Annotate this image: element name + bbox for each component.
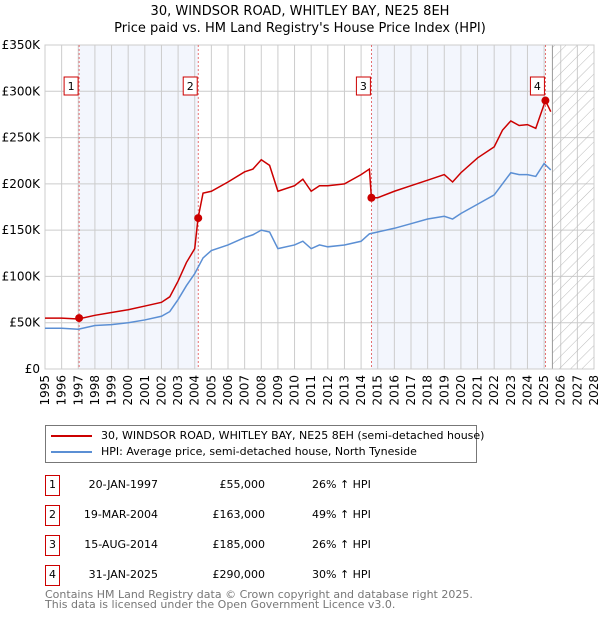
legend: 30, WINDSOR ROAD, WHITLEY BAY, NE25 8EH … [45, 425, 484, 463]
x-tick-label: 2003 [171, 375, 185, 406]
sale-label-box [355, 76, 371, 96]
x-tick-label: 1999 [105, 375, 119, 406]
chart-title: 30, WINDSOR ROAD, WHITLEY BAY, NE25 8EH P… [114, 4, 486, 36]
sale-hpi: 26% ↑ HPI [312, 478, 371, 491]
y-tick-label: £50K [9, 316, 41, 330]
sale-price: £163,000 [212, 508, 266, 521]
sale-date: 15-AUG-2014 [84, 538, 158, 551]
sale-label: 4 [534, 80, 541, 93]
sale-point [75, 314, 84, 323]
sale-row: 3 15-AUG-2014 £185,000 26% ↑ HPI [45, 535, 465, 556]
x-tick-label: 2010 [288, 375, 302, 406]
x-tick-label: 2006 [221, 375, 235, 406]
sale-price: £55,000 [219, 478, 266, 491]
x-tick-label: 1995 [38, 375, 52, 406]
sale-label: 1 [68, 80, 75, 93]
sale-number: 4 [45, 565, 60, 586]
sale-hpi: 26% ↑ HPI [312, 538, 371, 551]
x-tick-label: 2005 [204, 375, 218, 406]
legend-swatch-price [51, 435, 92, 437]
x-tick-label: 2007 [238, 375, 252, 406]
y-tick-label: £350K [2, 38, 42, 52]
sale-point [541, 96, 550, 105]
series-line [45, 98, 552, 320]
x-tick-label: 2015 [371, 375, 385, 406]
x-tick-label: 2027 [570, 375, 584, 406]
sale-label: 2 [187, 80, 194, 93]
price-chart: 1995 1996 1997 1998 1999 2000 2001 2002 2003 2004… [2, 38, 600, 406]
x-tick-label: 2024 [520, 375, 534, 406]
sale-label-box [182, 76, 198, 96]
x-tick-label: 2008 [254, 375, 268, 406]
sale-label: 3 [360, 80, 367, 93]
x-tick-label: 2004 [188, 375, 202, 406]
legend-label-hpi: HPI: Average price, semi-detached house,… [101, 445, 417, 458]
x-tick-label: 2026 [554, 375, 568, 406]
sale-date: 19-MAR-2004 [83, 508, 158, 521]
x-tick-label: 2009 [271, 375, 285, 406]
x-tick-label: 2028 [587, 375, 600, 406]
sale-label-box [529, 76, 545, 96]
x-tick-label: 2021 [471, 375, 485, 406]
legend-swatch-hpi [51, 451, 92, 453]
x-tick-label: 2020 [454, 375, 468, 406]
x-tick-label: 2017 [404, 375, 418, 406]
x-tick-label: 2012 [321, 375, 335, 406]
x-tick-label: 2023 [504, 375, 518, 406]
sale-row: 4 31-JAN-2025 £290,000 30% ↑ HPI [45, 565, 465, 586]
sale-hpi: 49% ↑ HPI [312, 508, 371, 521]
sale-number: 3 [45, 535, 60, 556]
x-tick-label: 2025 [537, 375, 551, 406]
x-tick-label: 2001 [138, 375, 152, 406]
x-tick-label: 2022 [487, 375, 501, 406]
x-tick-label: 1998 [88, 375, 102, 406]
sale-point [367, 193, 376, 202]
sale-number: 2 [45, 505, 60, 526]
x-tick-label: 1996 [55, 375, 69, 406]
y-tick-label: £300K [2, 84, 42, 98]
x-tick-label: 1997 [71, 375, 85, 406]
sale-date: 20-JAN-1997 [88, 478, 158, 491]
x-tick-label: 2011 [304, 375, 318, 406]
sale-number: 1 [45, 475, 60, 496]
x-tick-label: 2002 [154, 375, 168, 406]
y-tick-label: £0 [25, 362, 40, 376]
x-tick-label: 2016 [387, 375, 401, 406]
x-tick-label: 2014 [354, 375, 368, 406]
x-tick-label: 2000 [121, 375, 135, 406]
sale-point [194, 214, 203, 223]
y-tick-label: £200K [2, 177, 42, 191]
forecast-hatch [551, 44, 595, 370]
plot-border [44, 44, 595, 370]
x-tick-label: 2019 [437, 375, 451, 406]
shaded-period [371, 45, 546, 369]
sale-row: 2 19-MAR-2004 £163,000 49% ↑ HPI [45, 505, 465, 526]
x-tick-label: 2013 [337, 375, 351, 406]
sale-price: £185,000 [212, 538, 266, 551]
sale-price: £290,000 [212, 568, 266, 581]
y-tick-label: £250K [2, 131, 42, 145]
sale-hpi: 30% ↑ HPI [312, 568, 371, 581]
x-tick-label: 2018 [421, 375, 435, 406]
legend-label-price: 30, WINDSOR ROAD, WHITLEY BAY, NE25 8EH … [101, 429, 485, 442]
footer: Contains HM Land Registry data © Crown c… [45, 588, 473, 611]
sale-row: 1 20-JAN-1997 £55,000 26% ↑ HPI [45, 475, 465, 496]
sale-label-box [63, 76, 79, 96]
y-tick-label: £150K [2, 223, 42, 237]
y-tick-label: £100K [2, 269, 42, 283]
sale-date: 31-JAN-2025 [88, 568, 158, 581]
series-line [45, 162, 552, 330]
